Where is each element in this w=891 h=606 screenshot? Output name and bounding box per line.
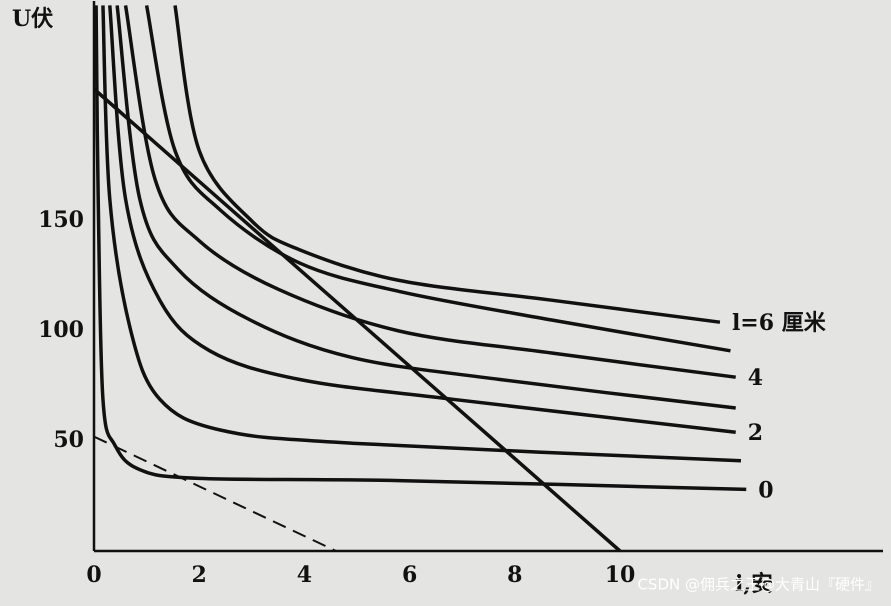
x-tick-label: 2 [192,562,207,588]
dashed-line [93,435,337,552]
x-tick-label: 0 [86,562,101,588]
y-axis-label: U伏 [12,6,53,32]
x-tick-label: 6 [402,562,417,588]
curve [108,5,736,434]
curve [101,5,742,463]
curve [144,5,731,353]
x-tick-label: 8 [507,562,522,588]
curve [123,5,736,379]
x-tick-label: 4 [297,562,312,588]
curve [94,5,747,492]
curve [173,5,721,324]
y-tick-label: 50 [53,427,84,453]
curve-label: 0 [758,477,773,503]
watermark: CSDN @佣兵之王@大青山『硬件』 [637,576,880,594]
curve-label: l=6 厘米 [732,310,827,336]
curve [115,5,736,410]
x-tick-label: 10 [605,562,636,588]
y-tick-label: 100 [38,317,84,343]
curve-label: 2 [748,420,763,446]
x-axis-label: i,安 [735,571,773,597]
y-tick-label: 150 [38,207,84,233]
curve-label: 4 [748,365,763,391]
curve [92,87,622,553]
